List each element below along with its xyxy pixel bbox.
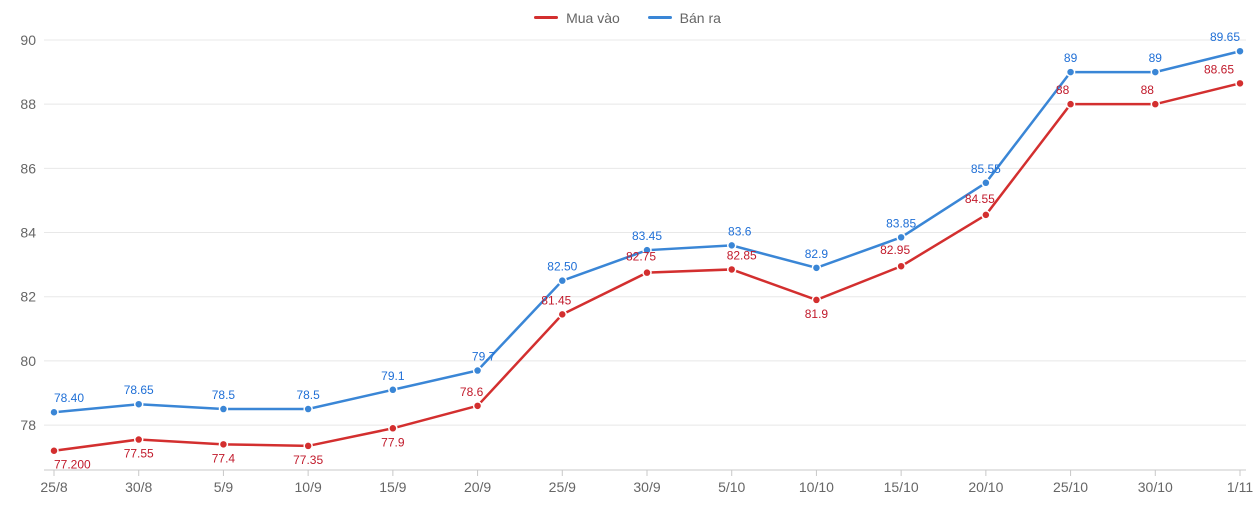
data-label-mua: 82.75 [626,250,656,264]
data-label-ban: 82.9 [805,247,829,261]
point-ban [304,405,312,413]
data-label-ban: 89 [1064,51,1078,65]
point-ban [1151,68,1159,76]
data-labels: 77.200 77.55 77.4 77.35 77.9 78.6 81.45 82.75 82… [54,30,1240,472]
data-label-mua: 77.35 [293,453,323,467]
x-tick-label: 15/10 [884,479,919,495]
data-label-ban: 82.50 [547,260,577,274]
data-label-ban: 78.65 [124,383,154,397]
point-mua [389,424,397,432]
data-label-mua: 88.65 [1204,62,1234,76]
chart-container: Mua vào Bán ra 78808284868890 25/830/85/… [0,0,1255,515]
x-tick-label: 1/11 [1227,479,1253,495]
data-label-mua: 78.6 [460,385,484,399]
point-mua [219,440,227,448]
x-tick-label: 10/10 [799,479,834,495]
y-tick-label: 88 [20,96,36,112]
point-ban [812,264,820,272]
y-tick-label: 86 [20,160,36,176]
data-label-ban: 89 [1149,51,1163,65]
data-label-ban: 89.65 [1210,30,1240,44]
data-label-mua: 81.9 [805,307,829,321]
point-mua [135,436,143,444]
y-tick-label: 90 [20,32,36,48]
point-mua [982,211,990,219]
point-ban [135,400,143,408]
point-ban [1236,47,1244,55]
point-mua [728,265,736,273]
data-label-mua: 81.45 [541,293,571,307]
data-label-ban: 78.40 [54,391,84,405]
point-mua [304,442,312,450]
y-tick-label: 84 [20,225,36,241]
x-tick-label: 20/9 [464,479,491,495]
data-label-ban: 78.5 [212,388,236,402]
x-tick-label: 15/9 [379,479,406,495]
y-tick-label: 80 [20,353,36,369]
point-ban [219,405,227,413]
point-ban [982,179,990,187]
point-ban [474,367,482,375]
point-mua [558,310,566,318]
x-tick-label: 5/10 [718,479,745,495]
point-mua [474,402,482,410]
point-mua [1067,100,1075,108]
data-label-ban: 83.85 [886,216,916,230]
x-tick-label: 25/10 [1053,479,1088,495]
x-tick-label: 30/10 [1138,479,1173,495]
y-tick-label: 82 [20,289,36,305]
data-label-mua: 77.200 [54,458,91,472]
data-label-mua: 88 [1141,83,1155,97]
chart-svg: 78808284868890 25/830/85/910/915/920/925… [0,0,1255,515]
y-axis-labels: 78 80 82 84 86 88 90 [20,32,36,433]
data-label-mua: 82.85 [727,248,757,262]
point-mua [1236,79,1244,87]
point-mua [643,269,651,277]
data-label-ban: 85.55 [971,162,1001,176]
data-label-ban: 79.1 [381,369,405,383]
data-label-mua: 77.9 [381,435,405,449]
x-tick-label: 30/8 [125,479,152,495]
x-tick-label: 20/10 [968,479,1003,495]
point-ban [558,277,566,285]
point-mua [812,296,820,304]
point-mua [50,447,58,455]
point-ban [389,386,397,394]
data-label-mua: 84.55 [965,192,995,206]
y-tick-label: 78 [20,417,36,433]
data-label-ban: 79.7 [472,350,496,364]
x-tick-label: 30/9 [633,479,660,495]
point-ban [1067,68,1075,76]
point-mua [1151,100,1159,108]
x-tick-label: 25/8 [40,479,67,495]
point-mua [897,262,905,270]
point-ban [897,233,905,241]
data-label-mua: 77.4 [212,451,236,465]
x-tick-label: 25/9 [549,479,576,495]
x-tick-label: 10/9 [295,479,322,495]
data-label-mua: 88 [1056,83,1070,97]
data-label-ban: 78.5 [296,388,320,402]
x-tick-label: 5/9 [214,479,234,495]
x-axis-labels: 25/8 30/8 5/9 10/9 15/9 20/9 25/9 30/9 5/10 10/10… [40,479,1253,495]
data-label-ban: 83.6 [728,224,752,238]
data-label-mua: 77.55 [124,447,154,461]
data-label-ban: 83.45 [632,229,662,243]
data-label-mua: 82.95 [880,243,910,257]
point-ban [50,408,58,416]
